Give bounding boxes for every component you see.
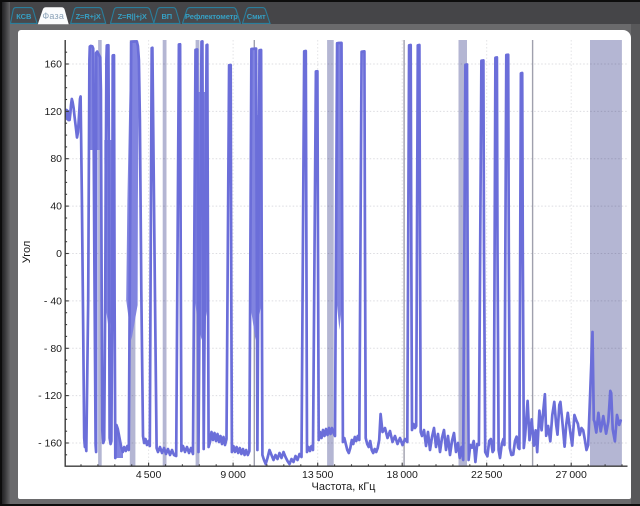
svg-text:Частота, кГц: Частота, кГц xyxy=(312,481,377,493)
svg-text:- 160: - 160 xyxy=(38,438,62,450)
svg-text:- 80: - 80 xyxy=(44,343,62,355)
svg-text:Угол: Угол xyxy=(21,241,33,264)
svg-text:Z=R+jX: Z=R+jX xyxy=(76,12,101,21)
svg-text:160: 160 xyxy=(44,59,62,71)
svg-text:0: 0 xyxy=(56,248,62,260)
svg-text:9 000: 9 000 xyxy=(220,469,246,481)
svg-text:27 000: 27 000 xyxy=(556,469,587,481)
svg-text:13 500: 13 500 xyxy=(302,469,333,481)
svg-text:18 000: 18 000 xyxy=(387,469,418,481)
svg-text:Фаза: Фаза xyxy=(42,11,64,21)
svg-text:40: 40 xyxy=(50,201,62,213)
svg-text:КСВ: КСВ xyxy=(16,12,32,21)
svg-text:Z=R||+jX: Z=R||+jX xyxy=(118,12,147,21)
svg-text:ВП: ВП xyxy=(161,12,172,21)
svg-text:22 500: 22 500 xyxy=(471,469,502,481)
svg-text:Рефлектометр: Рефлектометр xyxy=(185,12,238,21)
svg-text:4 500: 4 500 xyxy=(136,469,162,481)
svg-text:- 40: - 40 xyxy=(44,295,62,307)
svg-text:120: 120 xyxy=(44,106,62,118)
svg-text:- 120: - 120 xyxy=(38,390,62,402)
svg-text:80: 80 xyxy=(50,153,62,165)
svg-text:Смит: Смит xyxy=(247,12,266,21)
